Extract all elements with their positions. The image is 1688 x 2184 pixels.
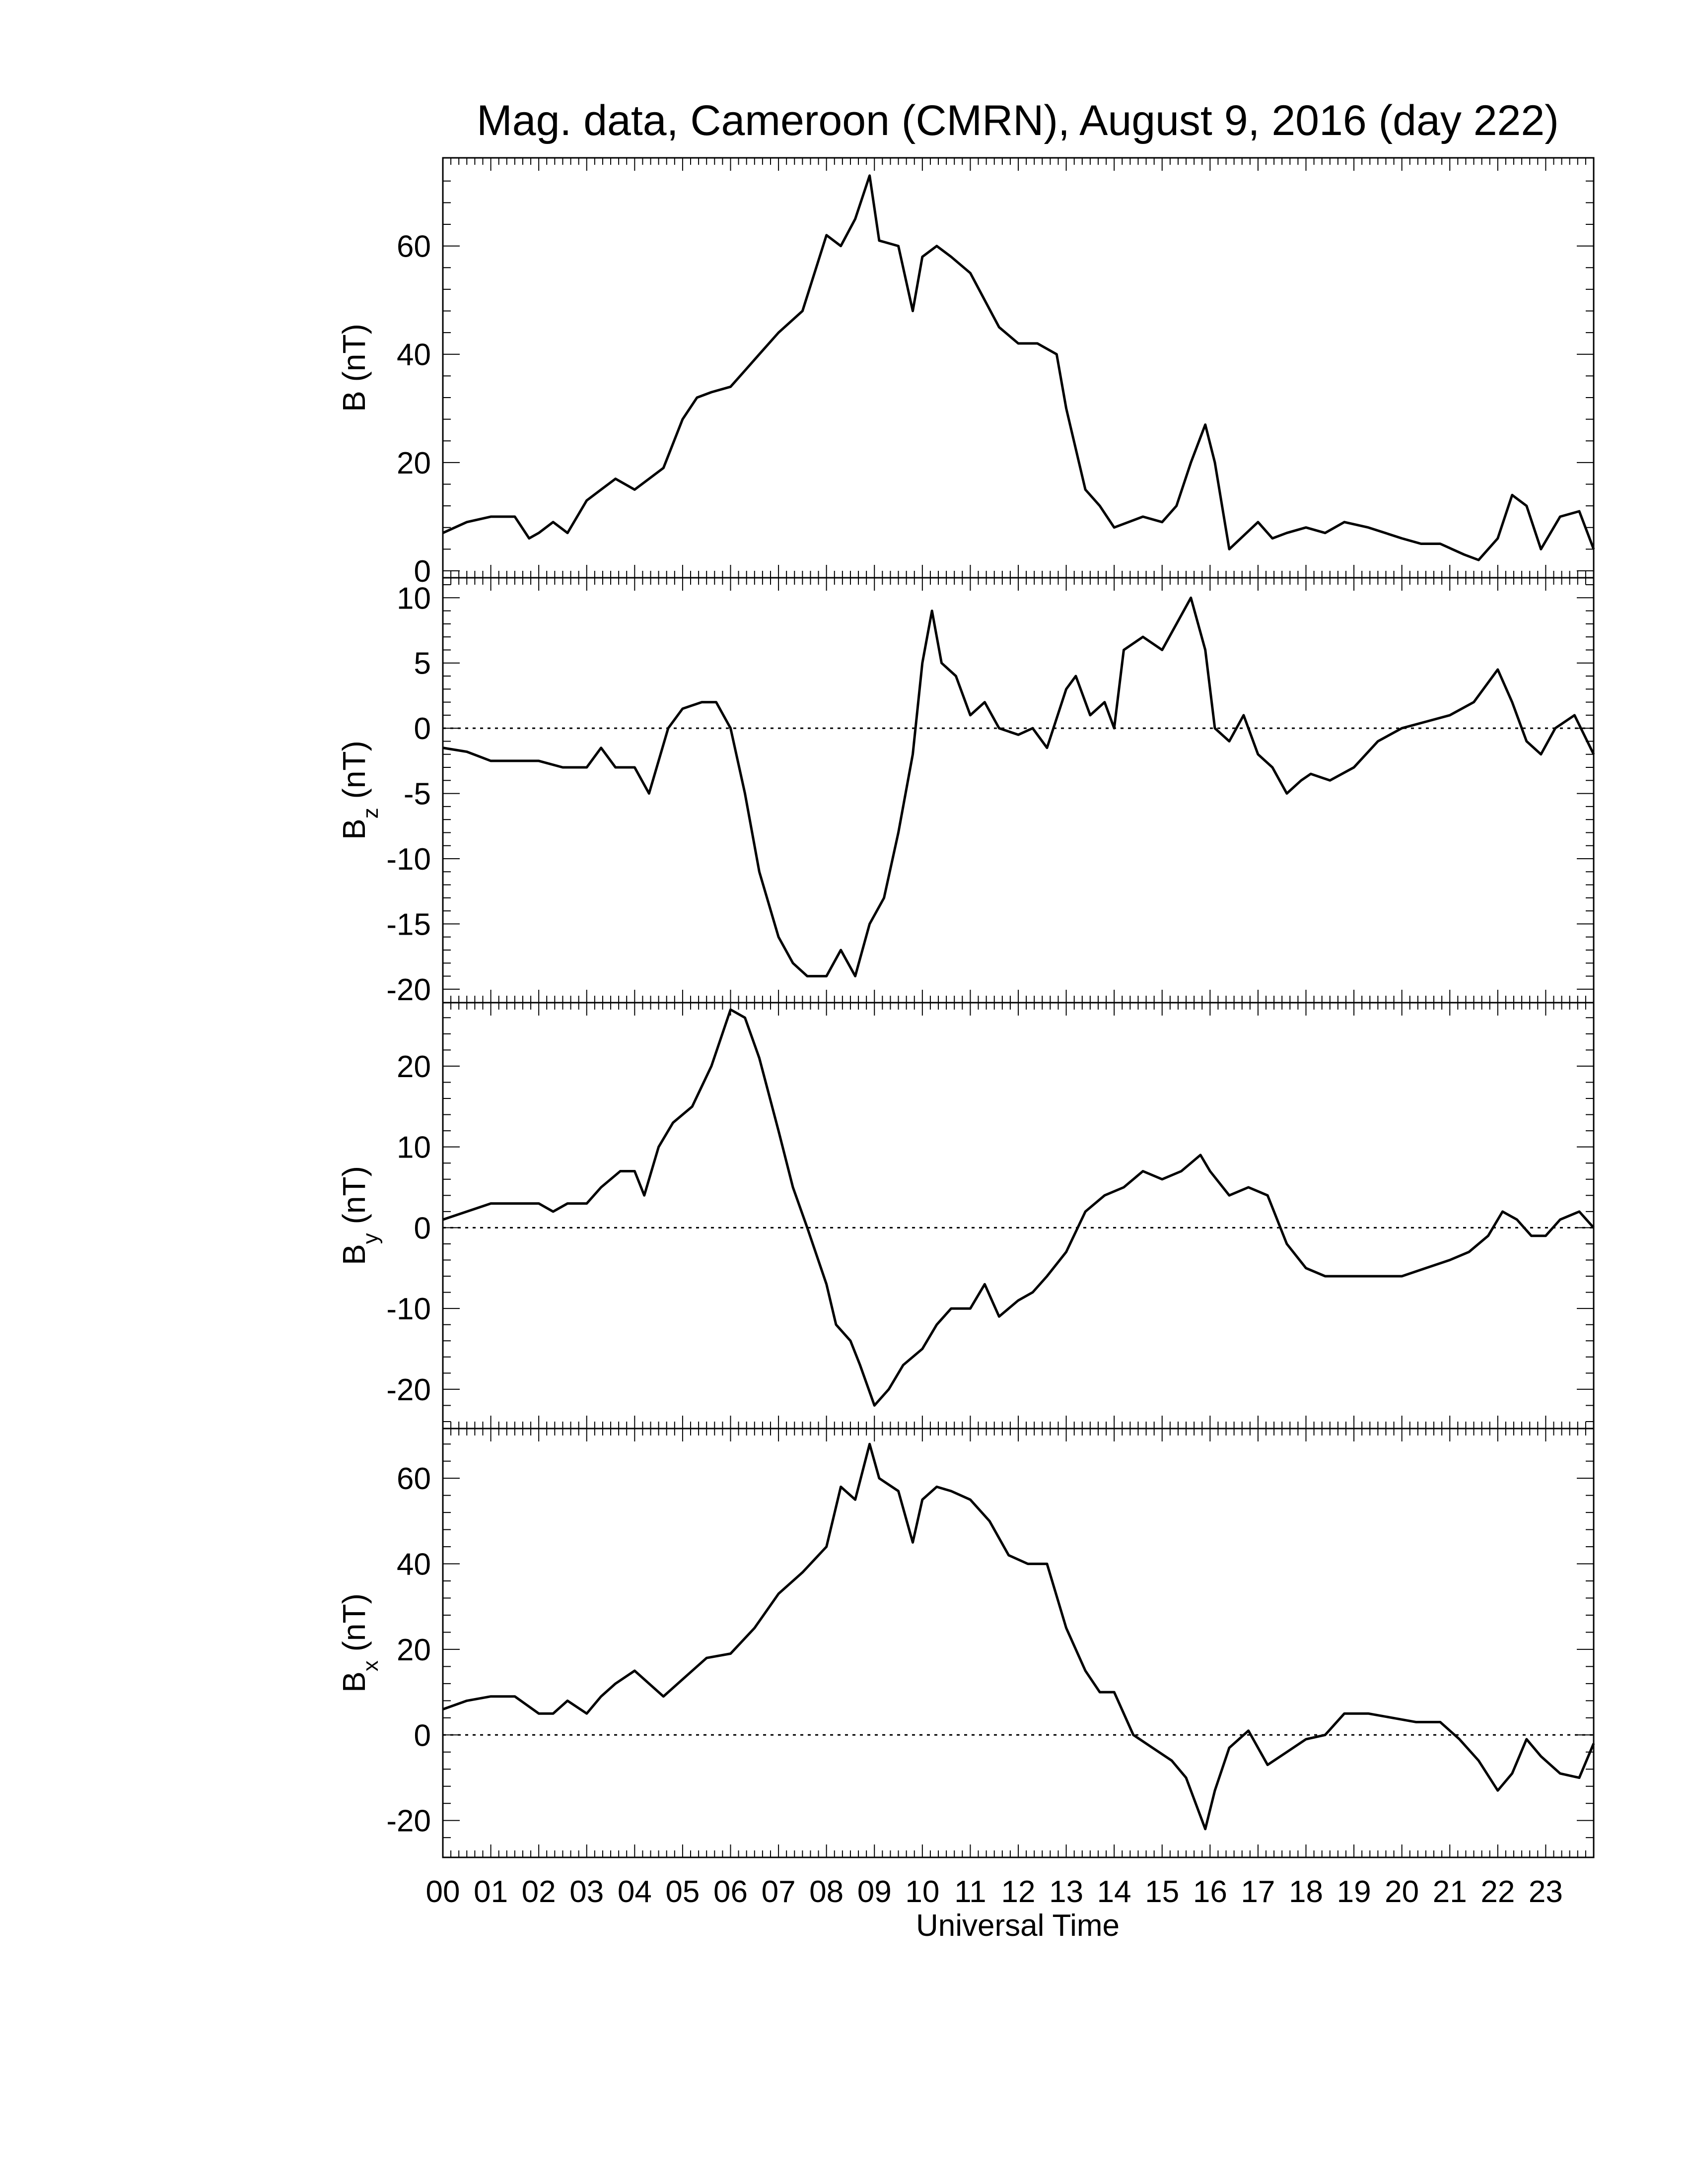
y-axis-label-main: B — [336, 819, 372, 840]
x-tick-label: 02 — [522, 1875, 556, 1909]
y-tick-label: 10 — [397, 581, 431, 615]
x-tick-label: 06 — [713, 1875, 748, 1909]
y-tick-label: 0 — [414, 1718, 431, 1753]
x-tick-label: 01 — [474, 1875, 508, 1909]
x-tick-label: 15 — [1145, 1875, 1179, 1909]
x-tick-label: 03 — [569, 1875, 604, 1909]
y-tick-label: 60 — [397, 1462, 431, 1496]
y-tick-label: -5 — [404, 777, 431, 812]
y-tick-label: 40 — [397, 1548, 431, 1582]
y-tick-label: 20 — [397, 446, 431, 480]
x-tick-label: 13 — [1049, 1875, 1083, 1909]
series-line — [442, 596, 1595, 978]
y-axis-label-main: B — [336, 1671, 372, 1693]
y-tick-label: -15 — [386, 907, 431, 942]
y-tick-label: 0 — [414, 1211, 431, 1245]
y-tick-label: 20 — [397, 1633, 431, 1667]
y-axis-label-subscript: y — [358, 1233, 383, 1244]
x-tick-label: 17 — [1241, 1875, 1275, 1909]
y-axis-label-subscript: z — [358, 808, 383, 819]
y-axis-label-main: B — [336, 1244, 372, 1265]
x-tick-label: 09 — [857, 1875, 892, 1909]
panel-2: -20 -15 -10 -5 0 5 10 Bz (nT) — [336, 577, 1595, 1007]
y-axis-label-main: B — [336, 391, 372, 412]
panel-frame — [442, 1428, 1595, 1858]
x-tick-label: 23 — [1529, 1875, 1563, 1909]
y-axis-label: By (nT) — [336, 1166, 383, 1265]
x-tick-label: 19 — [1337, 1875, 1371, 1909]
x-tick-label: 21 — [1433, 1875, 1467, 1909]
x-tick-label: 00 — [426, 1875, 460, 1909]
y-axis-label-subscript: x — [358, 1660, 383, 1671]
panel-3: -20 -10 0 10 20 By (nT) — [336, 1002, 1595, 1430]
x-tick-label: 04 — [618, 1875, 652, 1909]
y-axis-label: B (nT) — [336, 324, 372, 412]
y-tick-label: 0 — [414, 554, 431, 589]
panel-frame — [442, 157, 1595, 579]
x-tick-label: 18 — [1289, 1875, 1323, 1909]
y-tick-label: 60 — [397, 230, 431, 264]
y-axis-label-unit: (nT) — [336, 1593, 372, 1660]
y-tick-label: 20 — [397, 1050, 431, 1084]
panel-frame — [442, 577, 1595, 1004]
y-tick-label: 5 — [414, 647, 431, 681]
x-tick-label: 07 — [762, 1875, 796, 1909]
y-tick-label: 10 — [397, 1131, 431, 1165]
series-line — [442, 174, 1595, 561]
x-tick-label: 05 — [665, 1875, 700, 1909]
y-axis-label-unit: (nT) — [336, 1166, 372, 1233]
y-tick-label: -20 — [386, 1373, 431, 1407]
panel-frame — [442, 1002, 1595, 1430]
x-tick-label: 08 — [809, 1875, 844, 1909]
y-axis-label-unit: (nT) — [336, 324, 372, 391]
y-axis-label: Bz (nT) — [336, 741, 383, 840]
x-tick-label: 20 — [1385, 1875, 1419, 1909]
y-tick-label: -10 — [386, 1292, 431, 1326]
x-tick-label: 10 — [905, 1875, 939, 1909]
y-axis-label-unit: (nT) — [336, 741, 372, 808]
x-tick-label: 11 — [954, 1875, 986, 1909]
chart-title: Mag. data, Cameroon (CMRN), August 9, 20… — [477, 97, 1559, 144]
y-tick-label: -10 — [386, 842, 431, 877]
series-line — [442, 1442, 1595, 1831]
y-tick-label: -20 — [386, 1804, 431, 1839]
x-tick-label: 22 — [1480, 1875, 1515, 1909]
x-tick-label: 12 — [1001, 1875, 1036, 1909]
series-line — [442, 1008, 1595, 1407]
x-tick-label: 14 — [1097, 1875, 1131, 1909]
x-tick-label: 16 — [1193, 1875, 1227, 1909]
panel-4: -20 0 20 40 60 Bx (nT) — [336, 1428, 1595, 1858]
y-tick-label: 0 — [414, 712, 431, 746]
y-tick-label: -20 — [386, 973, 431, 1007]
y-tick-label: 40 — [397, 338, 431, 372]
y-axis-label: Bx (nT) — [336, 1593, 383, 1693]
x-axis-label: Universal Time — [916, 1909, 1120, 1943]
panel-1: 0 20 40 60 B (nT) — [336, 157, 1595, 589]
